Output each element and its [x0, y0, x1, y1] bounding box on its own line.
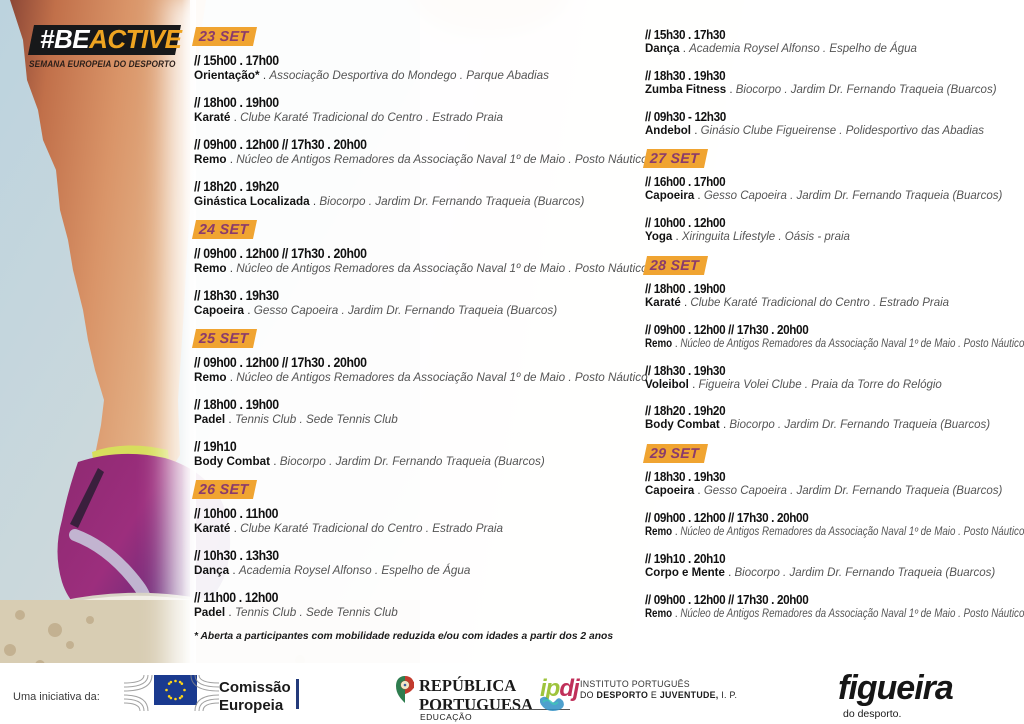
- svg-text:#BEACTIVE: #BEACTIVE: [40, 24, 183, 54]
